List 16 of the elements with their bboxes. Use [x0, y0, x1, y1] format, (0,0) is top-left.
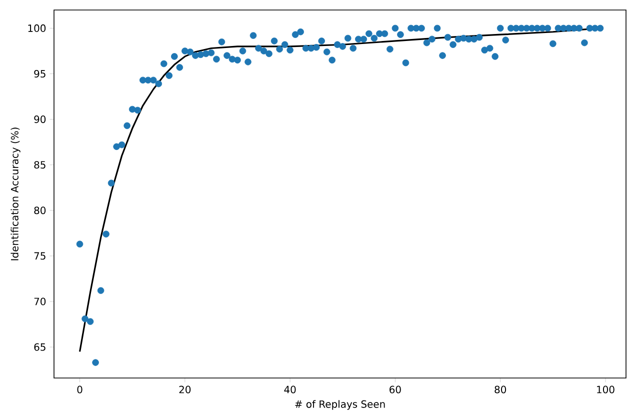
- y-tick-label: 80: [34, 206, 46, 214]
- x-tick-label: 100: [597, 386, 614, 394]
- y-tick-label: 65: [34, 343, 46, 351]
- y-tick-label: 75: [34, 252, 46, 260]
- y-tick-label: 85: [34, 161, 46, 169]
- y-tick-label: 95: [34, 70, 46, 78]
- x-tick-label: 40: [284, 386, 296, 394]
- y-axis-title: Identification Accuracy (%): [10, 128, 20, 260]
- y-tick-label: 90: [34, 116, 46, 124]
- x-tick-label: 80: [494, 386, 506, 394]
- y-tick-label: 100: [28, 24, 46, 32]
- x-tick-label: 0: [77, 386, 82, 394]
- x-tick-label: 20: [179, 386, 191, 394]
- x-tick-label: 60: [390, 386, 401, 394]
- x-axis-title: # of Replays Seen: [295, 400, 385, 410]
- y-tick-label: 70: [34, 298, 46, 306]
